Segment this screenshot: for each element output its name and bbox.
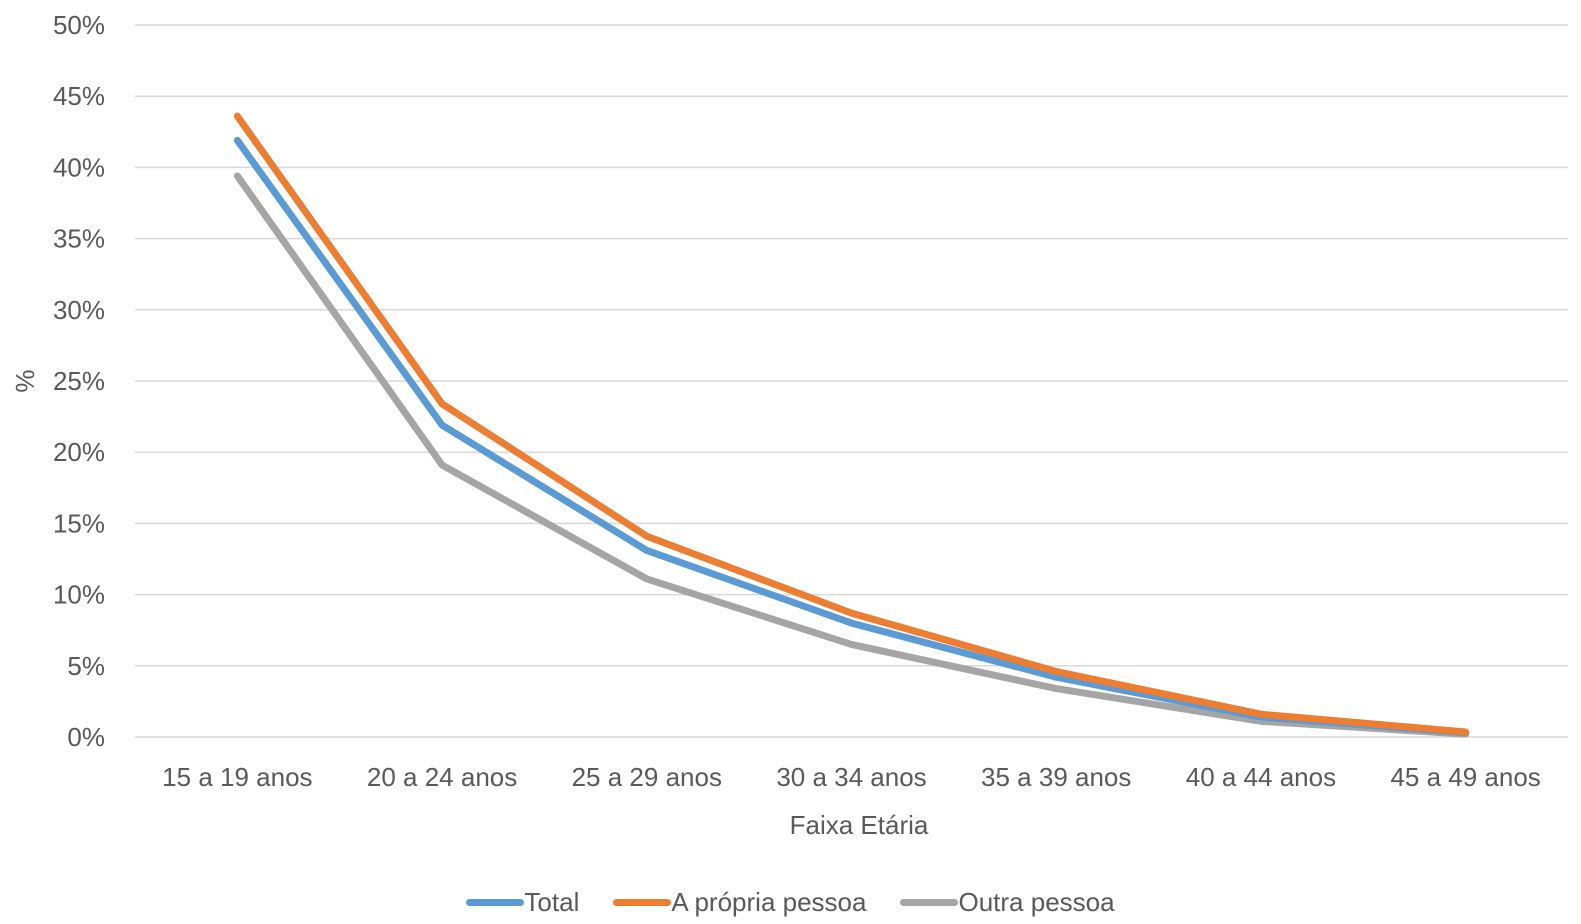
series-line-outra-pessoa [233,172,1470,738]
y-tick-label: 0% [67,722,105,752]
y-tick-label: 30% [53,295,105,325]
legend-label: A própria pessoa [671,887,867,917]
y-tick-label: 40% [53,152,105,182]
y-tick-label: 25% [53,366,105,396]
y-tick-label: 15% [53,508,105,538]
y-tick-label: 20% [53,437,105,467]
gridlines [135,24,1568,738]
y-tick-label: 10% [53,580,105,610]
y-tick-label: 45% [53,81,105,111]
x-tick-label: 25 a 29 anos [572,762,722,792]
y-tick-label: 35% [53,224,105,254]
series-line-a-pr-pria-pessoa [233,112,1470,736]
y-axis-ticks: 0% 5% 10% 15% 20% 25% 30% 35% 40% 45% 50% [53,10,105,752]
x-tick-label: 20 a 24 anos [367,762,517,792]
y-tick-label: 50% [53,10,105,40]
x-tick-label: 35 a 39 anos [981,762,1131,792]
legend-swatch [613,898,672,906]
y-axis-title: % [10,369,40,392]
legend-swatch [900,898,959,906]
x-tick-label: 40 a 44 anos [1186,762,1336,792]
x-tick-label: 15 a 19 anos [162,762,312,792]
line-chart: 0% 5% 10% 15% 20% 25% 30% 35% 40% 45% 50% 15 a 19 … [10,10,1568,840]
y-tick-label: 5% [67,651,105,681]
legend-label: Total [524,887,580,917]
x-axis-ticks: 15 a 19 anos 20 a 24 anos 25 a 29 anos 30 a… [162,762,1541,792]
legend-label: Outra pessoa [958,887,1115,917]
x-axis-title: Faixa Etária [790,810,929,840]
series-lines [233,112,1470,738]
x-tick-label: 45 a 49 anos [1390,762,1540,792]
legend-item: A própria pessoa [613,884,866,920]
legend-swatch [466,898,525,906]
legend-item: Outra pessoa [900,884,1115,920]
x-tick-label: 30 a 34 anos [776,762,926,792]
legend-item: Total [466,884,579,920]
chart-legend: Total A própria pessoa Outra pessoa [0,884,1581,920]
